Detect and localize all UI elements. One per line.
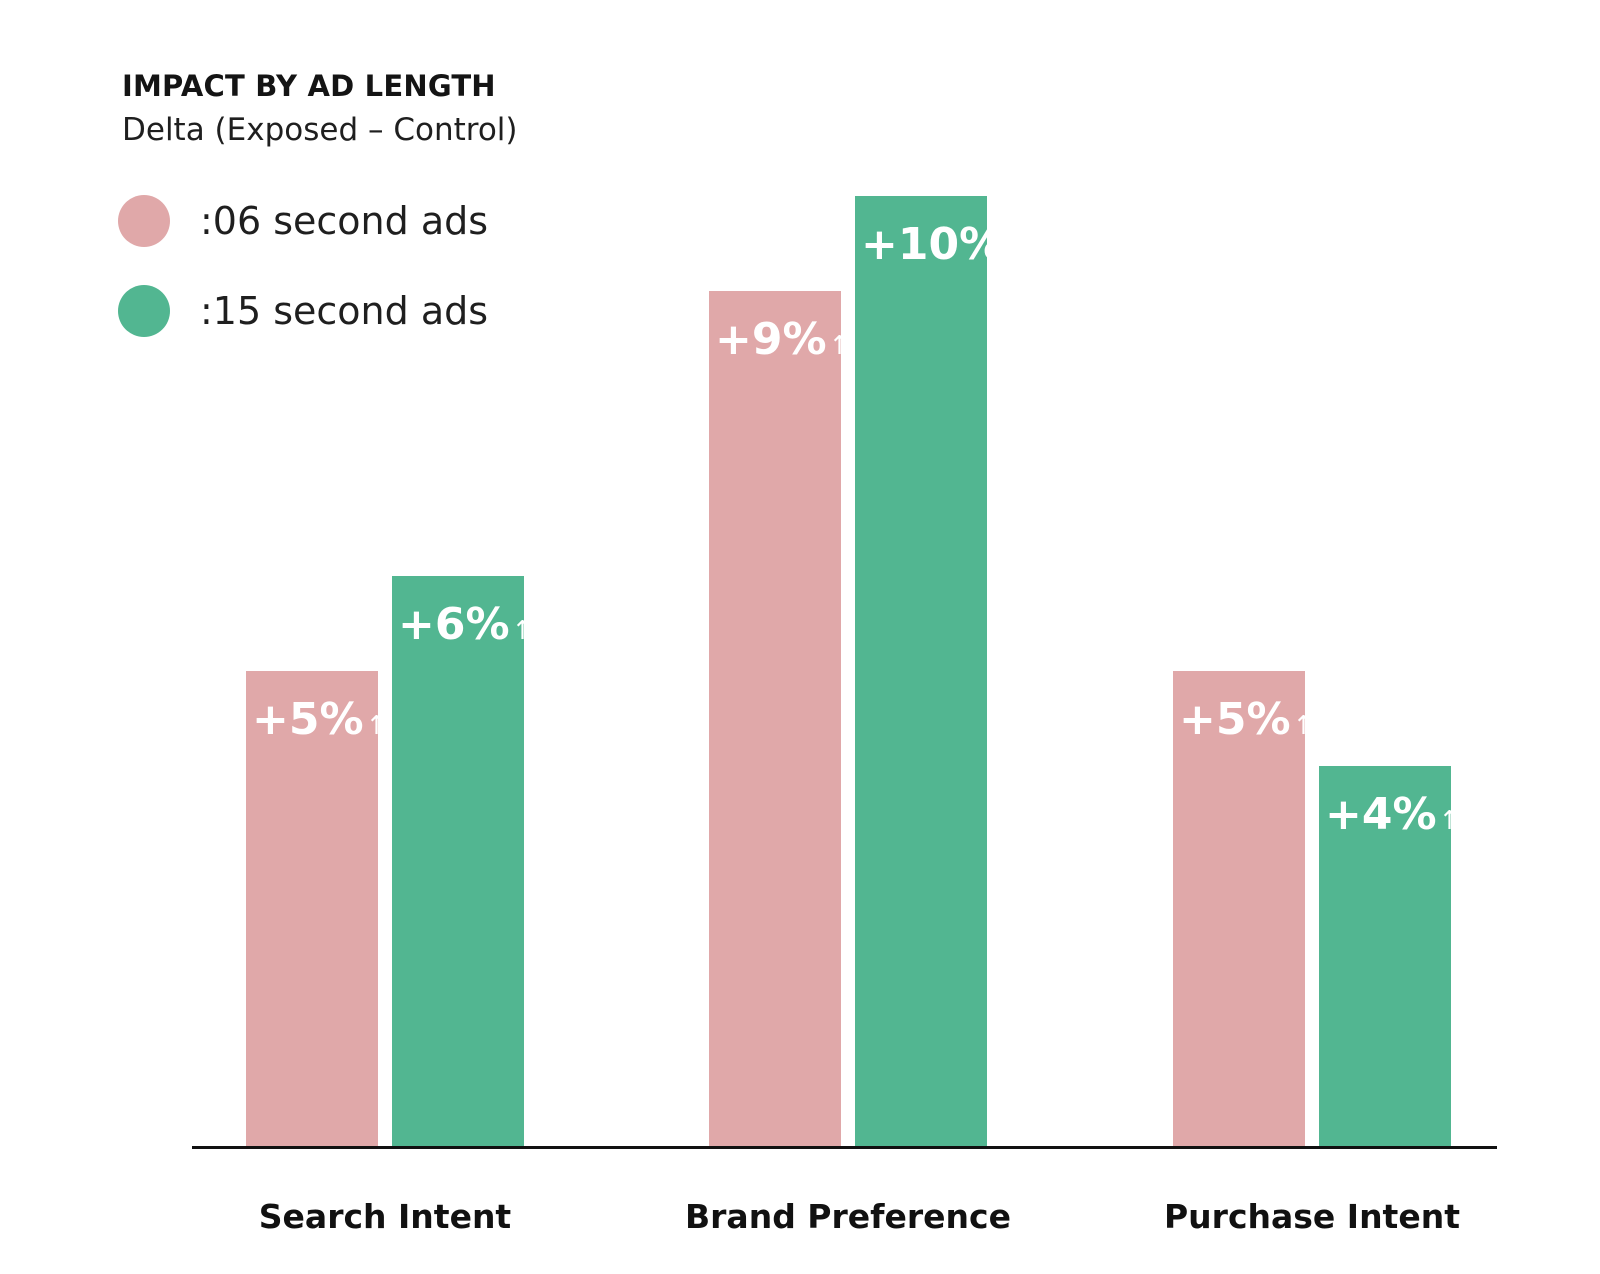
data-label-purchase-intent-series-1: +5%↑ — [1179, 694, 1314, 745]
category-label-brand-preference: Brand Preference — [685, 1197, 1011, 1236]
arrow-up-icon: ↑ — [1005, 236, 1027, 266]
data-label-purchase-intent-series-2: +4%↑ — [1325, 789, 1460, 840]
data-label-brand-preference-series-1: +9%↑ — [715, 314, 850, 365]
legend-label-06-second: :06 second ads — [200, 199, 489, 243]
chart-header: IMPACT BY AD LENGTH Delta (Exposed – Con… — [122, 66, 518, 152]
bar-brand-preference-series-1 — [709, 291, 841, 1146]
chart-subtitle: Delta (Exposed – Control) — [122, 112, 518, 148]
arrow-up-icon: ↑ — [512, 616, 534, 646]
arrow-up-icon: ↑ — [1293, 711, 1315, 741]
category-label-purchase-intent: Purchase Intent — [1164, 1197, 1460, 1236]
arrow-up-icon: ↑ — [829, 331, 851, 361]
bar-brand-preference-series-2 — [855, 196, 987, 1146]
bar-search-intent-series-2 — [392, 576, 524, 1146]
legend-swatch-15-second — [118, 285, 170, 337]
bar-purchase-intent-series-1 — [1173, 671, 1305, 1146]
legend-item-06-second: :06 second ads — [118, 195, 488, 247]
legend-item-15-second: :15 second ads — [118, 285, 488, 337]
data-label-brand-preference-series-2: +10%↑ — [861, 219, 1027, 270]
category-label-search-intent: Search Intent — [259, 1197, 512, 1236]
legend: :06 second ads :15 second ads — [118, 195, 488, 375]
bar-purchase-intent-series-2 — [1319, 766, 1451, 1146]
data-label-search-intent-series-2: +6%↑ — [398, 599, 533, 650]
arrow-up-icon: ↑ — [366, 711, 388, 741]
arrow-up-icon: ↑ — [1439, 806, 1461, 836]
bar-search-intent-series-1 — [246, 671, 378, 1146]
legend-swatch-06-second — [118, 195, 170, 247]
legend-label-15-second: :15 second ads — [200, 289, 489, 333]
chart-title: IMPACT BY AD LENGTH — [122, 69, 496, 103]
data-label-search-intent-series-1: +5%↑ — [252, 694, 387, 745]
